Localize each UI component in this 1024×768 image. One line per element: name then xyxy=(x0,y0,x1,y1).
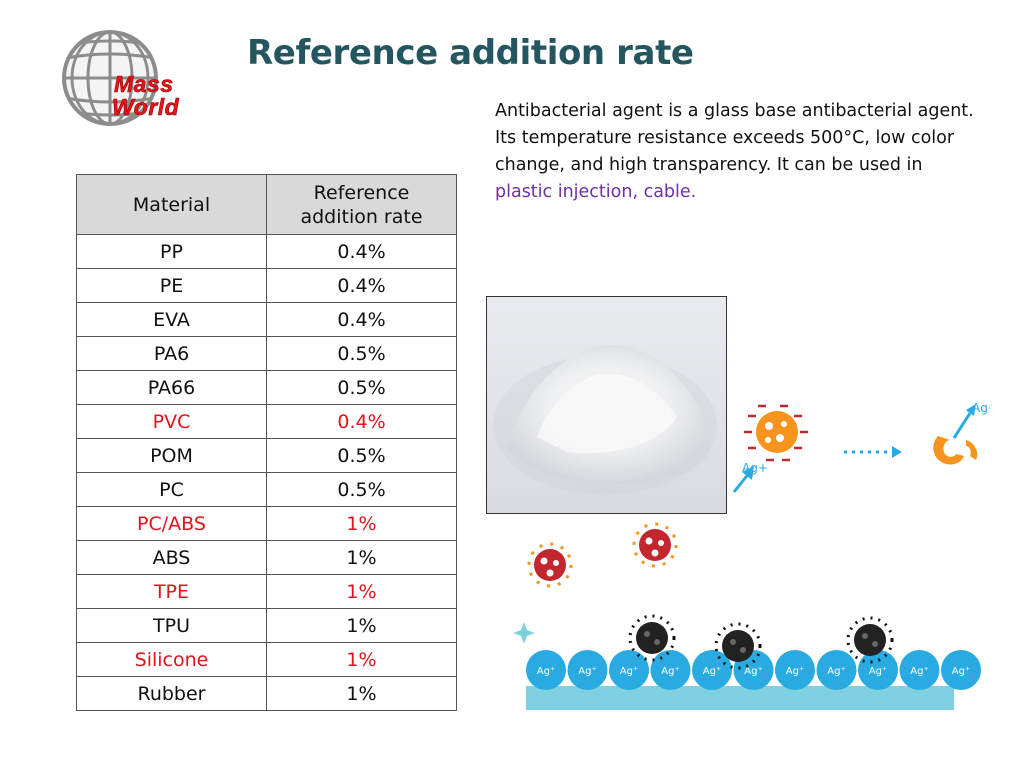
header-rate-line2: addition rate xyxy=(300,205,423,228)
table-row: PVC 0.4% xyxy=(76,404,457,439)
table-row: ABS 1% xyxy=(76,540,457,575)
cell-material: POM xyxy=(76,438,267,473)
cell-material: PA66 xyxy=(76,370,267,405)
description-highlight: plastic injection, cable. xyxy=(495,182,697,202)
silver-ion-sphere: Ag⁺ xyxy=(526,650,566,690)
cell-rate: 0.5% xyxy=(266,336,457,371)
cell-material: EVA xyxy=(76,302,267,337)
globe-icon xyxy=(62,30,158,126)
header-material: Material xyxy=(76,174,267,235)
cell-material: PC xyxy=(76,472,267,507)
cell-rate: 0.5% xyxy=(266,370,457,405)
cell-rate: 0.4% xyxy=(266,302,457,337)
bacteria-orange-icon xyxy=(744,404,808,462)
cell-rate: 1% xyxy=(266,676,457,711)
table-row: PE 0.4% xyxy=(76,268,457,303)
ion-label: Ag+ xyxy=(972,401,990,415)
dotted-arrow-icon xyxy=(844,446,902,458)
sparkle-icon xyxy=(513,622,535,644)
substrate-bar xyxy=(526,686,954,710)
table-row: Silicone 1% xyxy=(76,642,457,677)
cell-material: PE xyxy=(76,268,267,303)
page-title: Reference addition rate xyxy=(247,33,694,73)
ion-sphere-label: Ag⁺ xyxy=(620,666,638,677)
virus-black-icon xyxy=(714,622,762,670)
table-row: TPE 1% xyxy=(76,574,457,609)
cell-material: TPE xyxy=(76,574,267,609)
virus-black-icon xyxy=(846,616,894,664)
silver-ion-sphere: Ag⁺ xyxy=(775,650,815,690)
table-row: POM 0.5% xyxy=(76,438,457,473)
silver-ion-sphere: Ag⁺ xyxy=(899,650,940,690)
ion-sphere-label: Ag⁺ xyxy=(537,666,555,677)
table-header-row: Material Reference addition rate xyxy=(76,174,457,235)
antibacterial-illustration: Ag+ Ag+ xyxy=(510,380,998,720)
cell-material: PC/ABS xyxy=(76,506,267,541)
silver-ion-diagram: Ag+ Ag+ xyxy=(513,401,998,710)
virus-red-icon xyxy=(632,522,678,568)
cell-rate: 1% xyxy=(266,540,457,575)
table-row: Rubber 1% xyxy=(76,676,457,711)
cell-rate: 0.4% xyxy=(266,234,457,269)
header-rate-line1: Reference xyxy=(313,181,410,204)
ion-sphere-label: Ag⁺ xyxy=(869,666,887,677)
table-row: PP 0.4% xyxy=(76,234,457,269)
virus-black-icon xyxy=(628,614,676,662)
ion-sphere-label: Ag⁺ xyxy=(703,666,721,677)
cell-rate: 1% xyxy=(266,608,457,643)
cell-rate: 0.5% xyxy=(266,472,457,507)
ion-sphere-label: Ag⁺ xyxy=(910,666,928,677)
cell-rate: 1% xyxy=(266,506,457,541)
ion-sphere-label: Ag⁺ xyxy=(952,666,970,677)
virus-red-icon xyxy=(527,542,573,588)
cell-material: PVC xyxy=(76,404,267,439)
table-row: PA66 0.5% xyxy=(76,370,457,405)
silver-ion-sphere: Ag⁺ xyxy=(858,650,898,690)
ion-label: Ag+ xyxy=(742,461,768,475)
table-row: PA6 0.5% xyxy=(76,336,457,371)
cell-rate: 0.4% xyxy=(266,404,457,439)
description-line: Antibacterial agent is a glass base anti… xyxy=(495,101,974,121)
ion-sphere-label: Ag⁺ xyxy=(827,666,845,677)
cell-rate: 0.4% xyxy=(266,268,457,303)
table-row: PC/ABS 1% xyxy=(76,506,457,541)
ion-arrow-icon: Ag+ xyxy=(732,461,768,493)
description-line: change, and high transparency. It can be… xyxy=(495,155,923,175)
table-row: TPU 1% xyxy=(76,608,457,643)
broken-bacteria-icon: Ag+ xyxy=(933,401,998,465)
header-rate: Reference addition rate xyxy=(266,174,457,235)
table-row: PC 0.5% xyxy=(76,472,457,507)
silver-ion-sphere: Ag⁺ xyxy=(941,650,981,690)
cell-rate: 1% xyxy=(266,642,457,677)
mass-world-logo: Mass World xyxy=(58,28,208,132)
ion-sphere-label: Ag⁺ xyxy=(578,666,596,677)
cell-material: TPU xyxy=(76,608,267,643)
ion-sphere-label: Ag⁺ xyxy=(786,666,804,677)
cell-rate: 0.5% xyxy=(266,438,457,473)
silver-ion-sphere: Ag⁺ xyxy=(650,650,691,690)
cell-material: Rubber xyxy=(76,676,267,711)
description: Antibacterial agent is a glass base anti… xyxy=(495,98,1005,206)
silver-ion-sphere: Ag⁺ xyxy=(816,650,857,690)
description-line: Its temperature resistance exceeds 500°C… xyxy=(495,128,955,148)
silver-ion-sphere: Ag⁺ xyxy=(567,650,608,690)
cell-material: Silicone xyxy=(76,642,267,677)
silver-ion-row: Ag⁺ Ag⁺ Ag⁺ Ag⁺ Ag⁺ Ag⁺ Ag⁺ Ag⁺ Ag⁺ Ag⁺ Ag⁺ xyxy=(526,650,981,690)
table-row: EVA 0.4% xyxy=(76,302,457,337)
ion-sphere-label: Ag⁺ xyxy=(661,666,679,677)
logo-text-mass: Mass xyxy=(114,71,174,98)
cell-material: PP xyxy=(76,234,267,269)
cell-material: ABS xyxy=(76,540,267,575)
powder-pile-image xyxy=(493,344,717,495)
addition-rate-table: Material Reference addition rate PP 0.4% P… xyxy=(76,174,457,711)
ion-sphere-label: Ag⁺ xyxy=(744,666,762,677)
silver-ion-sphere: Ag⁺ xyxy=(609,650,649,690)
cell-material: PA6 xyxy=(76,336,267,371)
powder-photo xyxy=(486,296,727,514)
silver-ion-sphere: Ag⁺ xyxy=(692,650,732,690)
logo-text-world: World xyxy=(112,94,180,121)
cell-rate: 1% xyxy=(266,574,457,609)
